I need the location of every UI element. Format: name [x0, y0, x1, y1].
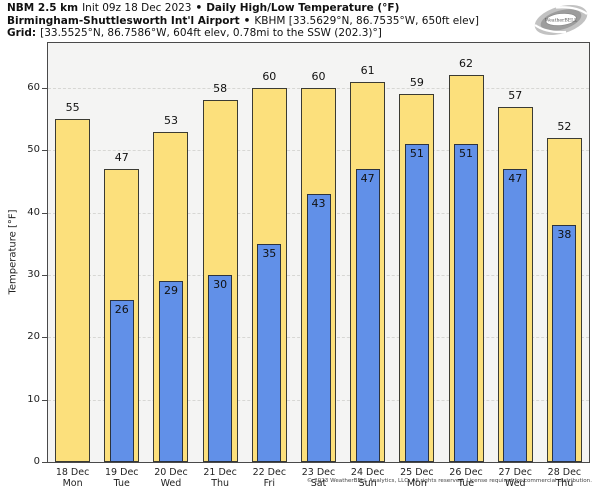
x-label-day: Wed: [504, 478, 526, 489]
x-axis-label: 27 Dec Wed: [491, 467, 539, 489]
y-tick-mark: [42, 212, 47, 214]
x-label-date: 24 Dec: [350, 467, 385, 478]
chart-title: Daily High/Low Temperature (°F): [206, 2, 400, 14]
low-temp-bar: [306, 193, 331, 462]
low-temp-label: 51: [459, 147, 474, 160]
x-label-day: Sat: [310, 478, 327, 489]
header-line-2: Birmingham-Shuttlesworth Int'l Airport •…: [7, 15, 479, 28]
x-label-date: 18 Dec: [55, 467, 90, 478]
x-label-day: Fri: [263, 478, 275, 489]
low-temp-bar: [454, 144, 479, 462]
high-temp-label: 60: [262, 69, 277, 83]
low-temp-bar: [355, 168, 380, 462]
high-temp-label: 53: [163, 113, 178, 127]
y-tick-mark: [42, 274, 47, 276]
high-temp-label: 60: [311, 69, 326, 83]
y-axis-title: Temperature [°F]: [7, 209, 19, 295]
x-label-day: Tue: [113, 478, 130, 489]
x-axis-label: 20 Dec Wed: [147, 467, 195, 489]
high-temp-label: 57: [508, 88, 523, 102]
low-temp-label: 47: [508, 171, 523, 185]
y-tick-label: 20: [27, 331, 40, 343]
x-axis-label: 18 Dec Mon: [49, 467, 97, 489]
low-temp-bar: [158, 281, 183, 462]
x-label-date: 20 Dec: [154, 467, 188, 478]
x-label-date: 19 Dec: [105, 467, 139, 478]
y-tick-mark: [42, 87, 47, 89]
x-label-date: 22 Dec: [252, 467, 287, 478]
grid-label: Grid:: [7, 27, 37, 39]
x-label-date: 26 Dec: [449, 467, 483, 478]
logo-text: WeatherBELL: [545, 18, 577, 24]
x-label-day: Thu: [211, 478, 230, 489]
y-tick-label: 40: [27, 206, 40, 218]
x-label-date: 27 Dec: [498, 467, 532, 478]
x-axis-label: 28 Dec Thu: [540, 467, 588, 489]
high-temp-label: 55: [65, 101, 80, 115]
x-label-day: Mon: [406, 478, 427, 489]
x-axis-label: 22 Dec Fri: [245, 467, 293, 489]
x-label-day: Wed: [160, 478, 182, 489]
grid-details: [33.5525°N, 86.7586°W, 604ft elev, 0.78m…: [40, 27, 382, 39]
x-label-day: Mon: [62, 478, 83, 489]
high-temp-label: 59: [409, 76, 424, 90]
x-label-date: 28 Dec: [547, 467, 582, 478]
y-tick-mark: [42, 337, 47, 339]
y-tick-mark: [42, 150, 47, 152]
chart-header: NBM 2.5 km Init 09z 18 Dec 2023 • Daily …: [7, 2, 479, 40]
high-temp-label: 58: [213, 82, 228, 96]
header-line-1: NBM 2.5 km Init 09z 18 Dec 2023 • Daily …: [7, 2, 479, 15]
x-label-day: Sun: [358, 478, 377, 489]
low-temp-label: 43: [311, 196, 326, 210]
low-temp-bar: [257, 243, 282, 462]
x-axis-label: 24 Dec Sun: [344, 467, 392, 489]
low-temp-bar: [109, 299, 134, 462]
high-temp-label: 47: [114, 150, 129, 164]
low-temp-label: 35: [262, 246, 277, 260]
low-temp-label: 26: [114, 302, 129, 316]
low-temp-label: 29: [163, 284, 178, 298]
low-temp-bar: [208, 274, 233, 462]
separator-dot: •: [243, 14, 251, 27]
low-temp-bar: [552, 225, 577, 462]
x-axis-label: 19 Dec Tue: [98, 467, 146, 489]
x-label-day: Tue: [457, 478, 475, 489]
plot-area: 55 47 53 58 60 60 61 59 62 57 52 26 29 30 35 43 47 51 51 47…: [47, 42, 590, 463]
copyright-text: © 2023 WeatherBELL Analytics, LLC. All r…: [306, 478, 592, 484]
y-tick-mark: [42, 462, 47, 463]
high-temp-label: 62: [459, 57, 474, 71]
model-name: NBM 2.5 km: [7, 2, 79, 14]
y-tick-label: 50: [27, 144, 40, 156]
x-axis-label: 25 Dec Mon: [393, 467, 441, 489]
separator-dot: •: [195, 2, 203, 14]
y-tick-label: 30: [27, 268, 40, 280]
low-temp-label: 38: [557, 228, 572, 242]
low-temp-label: 30: [213, 277, 228, 291]
init-time: Init 09z 18 Dec 2023: [82, 2, 192, 14]
weatherbell-logo: WeatherBELL: [534, 5, 588, 35]
y-tick-label: 0: [33, 456, 40, 467]
header-line-3: Grid: [33.5525°N, 86.7586°W, 604ft elev,…: [7, 27, 479, 40]
x-label-date: 25 Dec: [400, 467, 434, 478]
low-temp-bar: [404, 144, 429, 462]
x-axis-label: 23 Dec Sat: [295, 467, 343, 489]
x-axis-label: 26 Dec Tue: [442, 467, 490, 489]
y-tick-mark: [42, 399, 47, 401]
station-details: KBHM [33.5629°N, 86.7535°W, 650ft elev]: [254, 14, 479, 27]
high-temp-bar: [55, 119, 91, 462]
x-label-date: 23 Dec: [301, 467, 336, 478]
high-temp-label: 61: [360, 63, 375, 77]
y-tick-label: 10: [27, 393, 40, 405]
low-temp-label: 51: [409, 147, 424, 160]
station-name: Birmingham-Shuttlesworth Int'l Airport: [7, 14, 240, 27]
high-temp-label: 52: [557, 119, 572, 133]
x-axis-label: 21 Dec Thu: [196, 467, 244, 489]
x-label-date: 21 Dec: [203, 467, 237, 478]
low-temp-label: 47: [360, 171, 375, 185]
y-tick-label: 60: [27, 81, 40, 93]
x-label-day: Thu: [555, 478, 574, 489]
low-temp-bar: [503, 168, 528, 462]
